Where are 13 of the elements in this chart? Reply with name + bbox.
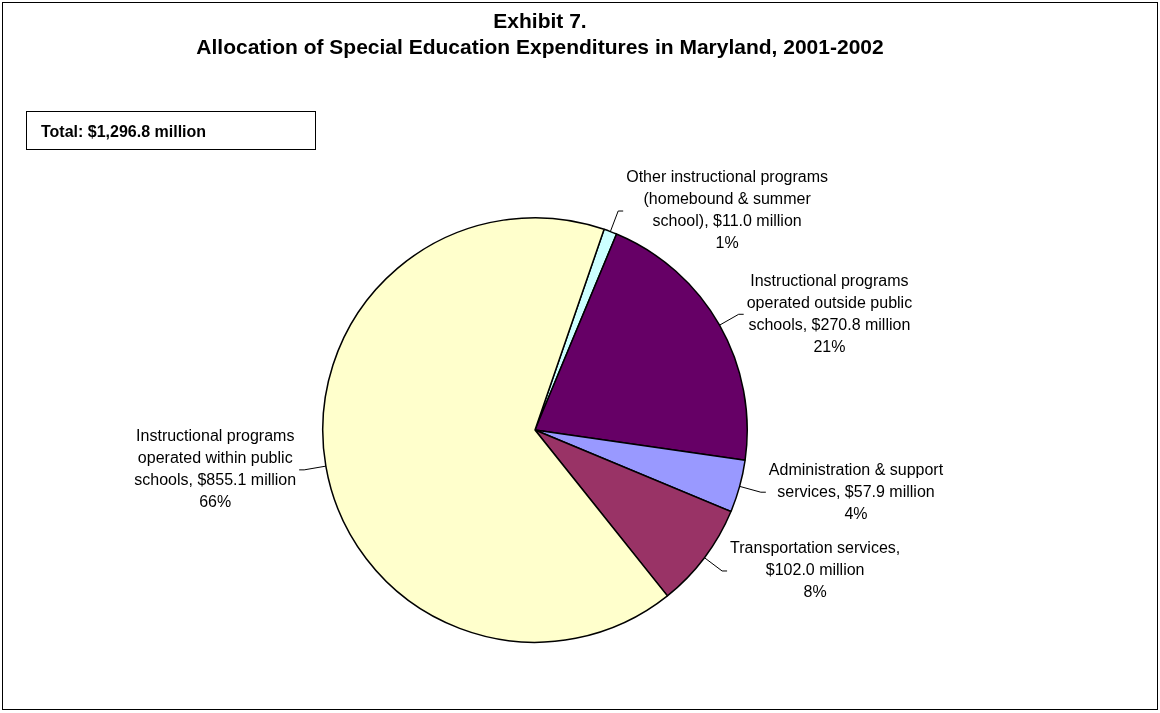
slice-label: Instructional programs operated outside public schools, $270.8 million: [746, 271, 913, 333]
data-label: 4%: [844, 504, 868, 522]
chart-subtitle: Allocation of Special Education Expenditures in Maryland, 2001-2002: [195, 34, 885, 60]
chart-title: Exhibit 7.: [492, 8, 588, 34]
data-label: 66%: [199, 493, 232, 511]
slice-label: Administration & support services, $57.9 million: [768, 460, 944, 500]
slice-label: Other instructional programs (homebound & summer school), $11.0 million: [626, 168, 829, 230]
slice-label: Transportation services, $102.0 million: [730, 539, 901, 579]
text: Total: $1,296.8 million: [26, 111, 316, 150]
data-label: 8%: [803, 583, 827, 601]
slice-label: Instructional programs operated within public schools, $855.1 million: [134, 427, 297, 489]
data-label: 1%: [715, 234, 739, 252]
data-label: 21%: [813, 337, 846, 355]
